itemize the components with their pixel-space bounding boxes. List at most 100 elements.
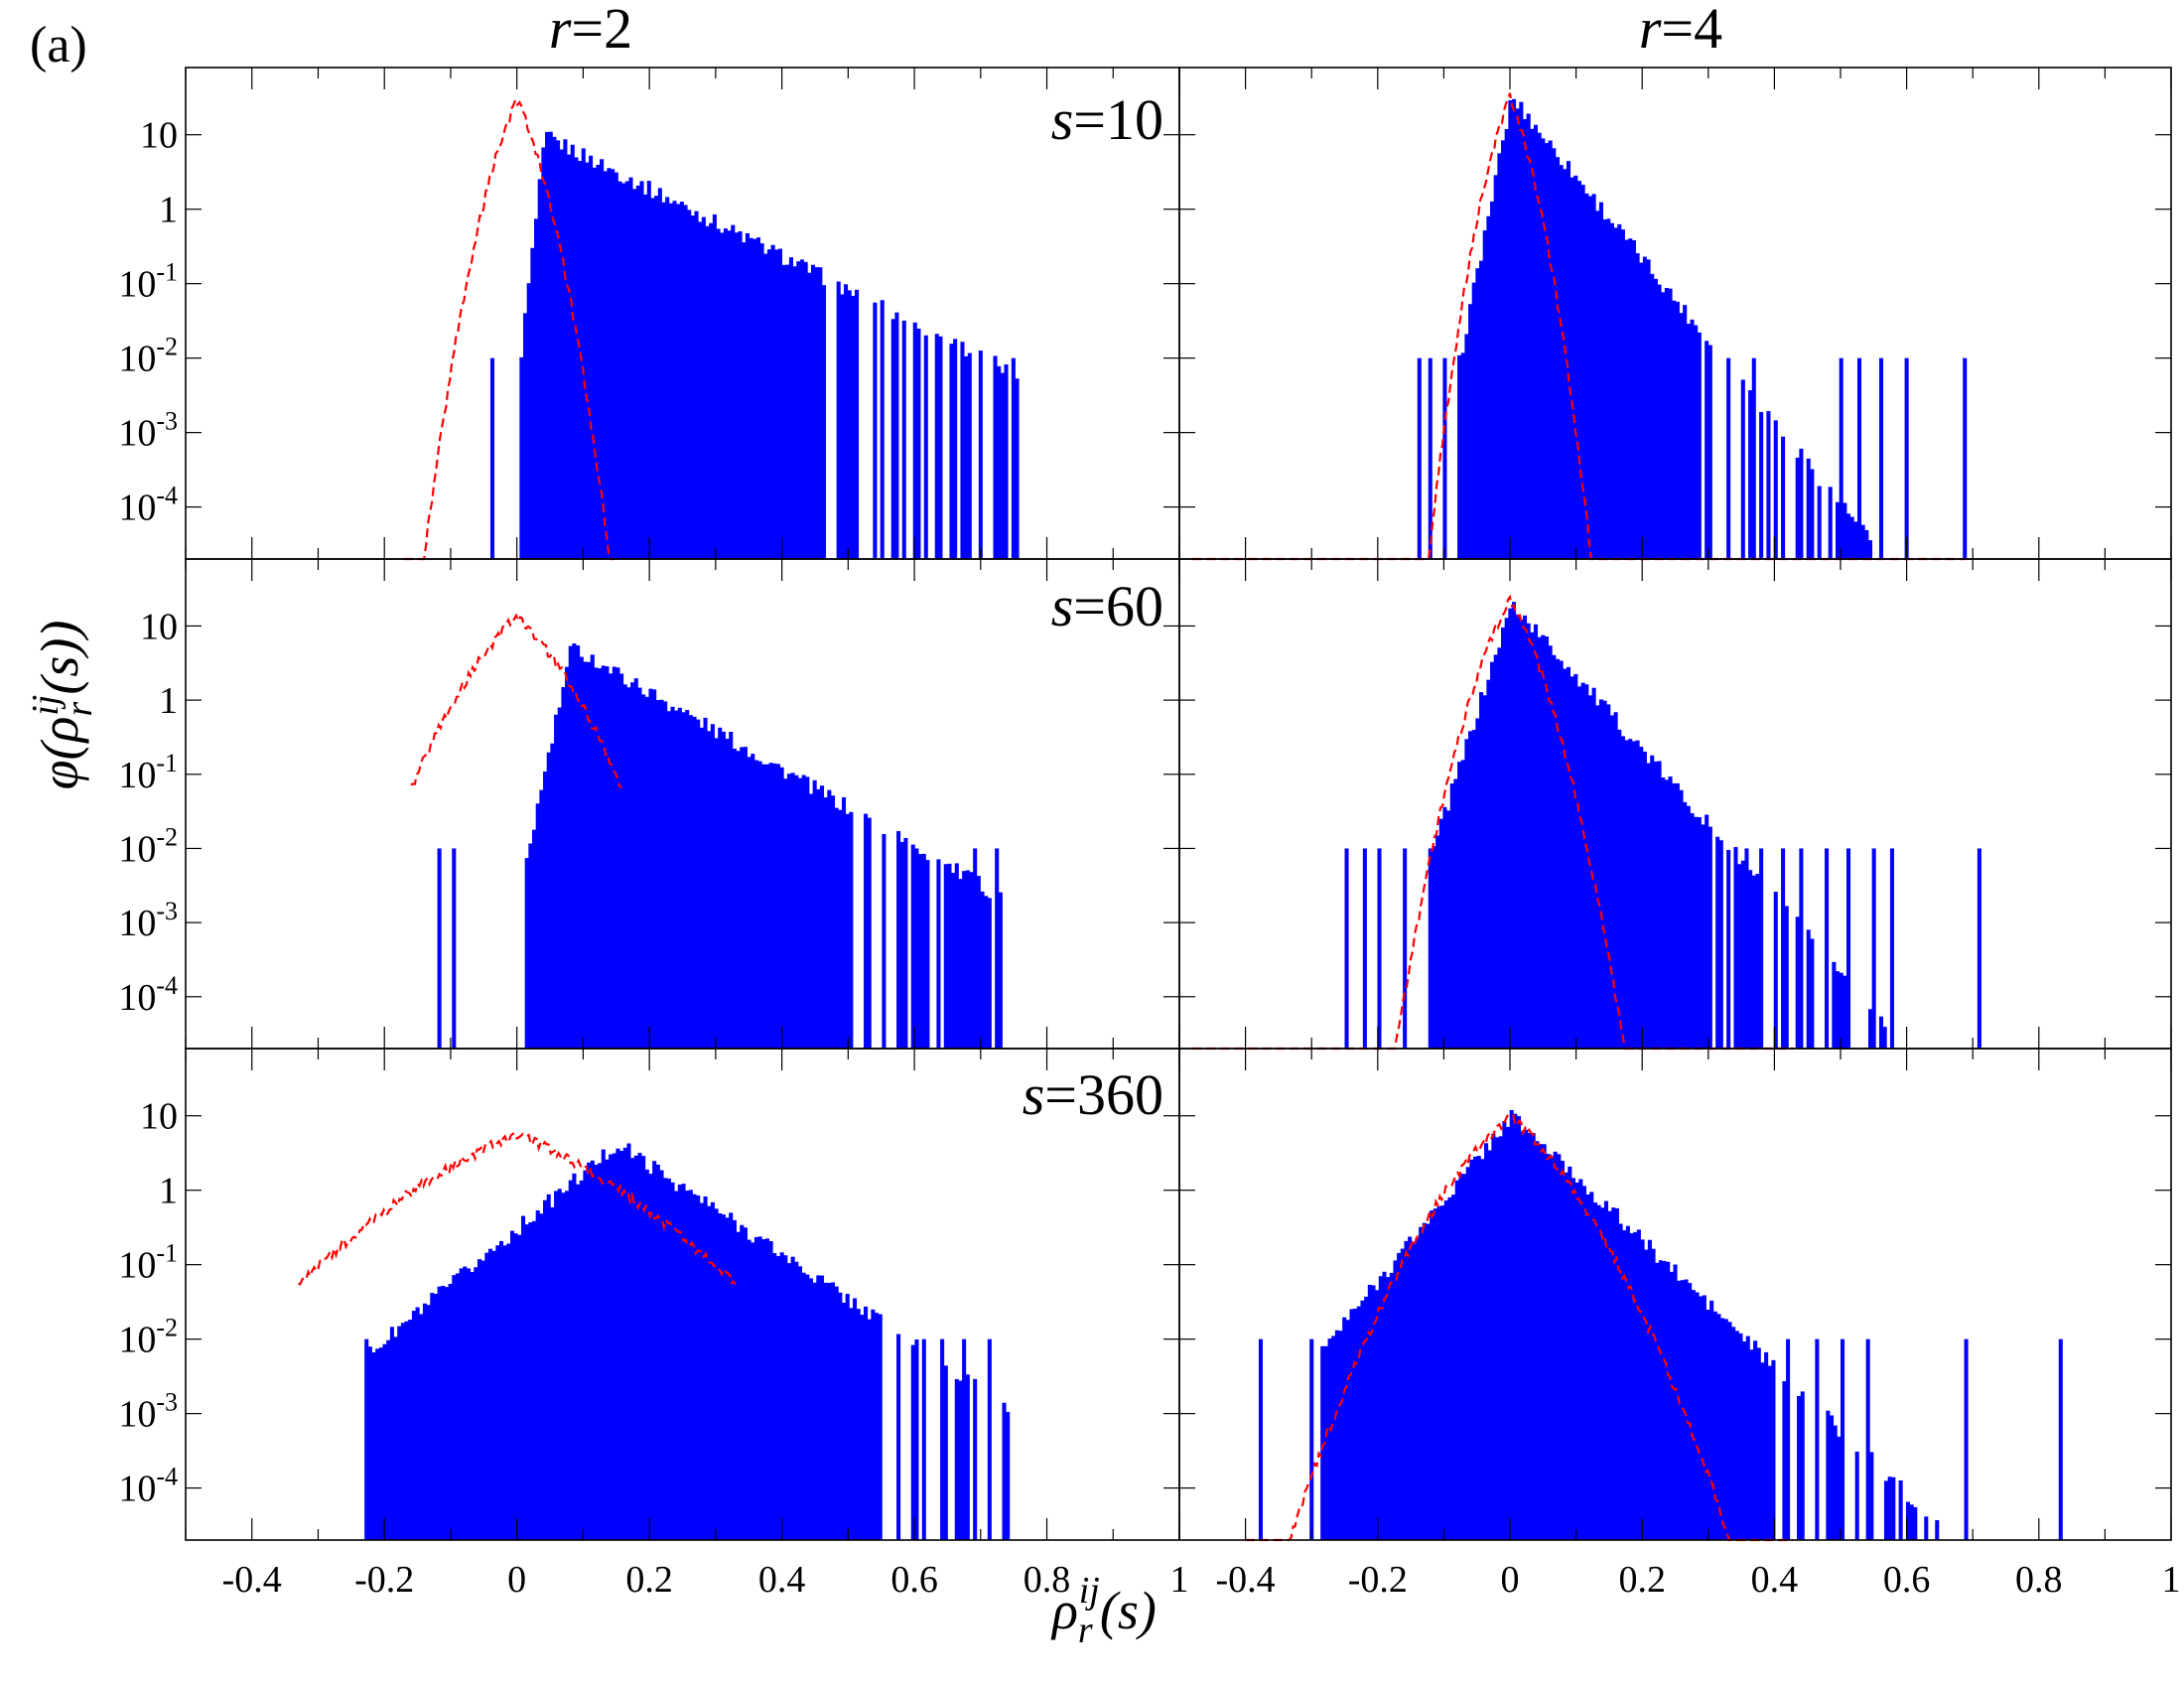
y-tick-label: 10-4 bbox=[118, 482, 178, 529]
histogram-bar bbox=[1662, 1260, 1667, 1540]
histogram-bar bbox=[1436, 1205, 1441, 1540]
histogram-bar bbox=[568, 1180, 573, 1540]
histogram-bar bbox=[491, 1250, 496, 1540]
histogram-bar bbox=[1617, 729, 1622, 1049]
histogram-bar bbox=[1672, 300, 1677, 559]
histogram-bar bbox=[1738, 1333, 1743, 1540]
histogram-bar bbox=[626, 687, 631, 1049]
histogram-bar bbox=[1559, 165, 1564, 559]
histogram-bar bbox=[783, 778, 788, 1049]
histogram-bar bbox=[819, 785, 825, 1049]
panel-1-1 bbox=[1178, 558, 2172, 1051]
panel-2-1: -0.4 -0.2 0 0.2 0.4 0.6 0.8 1 bbox=[1178, 1048, 2181, 1601]
histogram-bar bbox=[1705, 814, 1709, 1049]
histogram-bar bbox=[565, 1191, 570, 1540]
histogram-bar bbox=[367, 1346, 372, 1540]
histogram-bar bbox=[1564, 1172, 1569, 1540]
histogram-bar bbox=[1504, 618, 1509, 1049]
column-title-r2: r=2 bbox=[549, 0, 632, 61]
histogram-bar bbox=[698, 221, 703, 559]
histogram-bar bbox=[1537, 636, 1542, 1049]
histogram-bar bbox=[772, 1253, 777, 1540]
histogram-bar bbox=[816, 1275, 821, 1540]
histogram-bar bbox=[1633, 1231, 1638, 1540]
histogram-bar bbox=[720, 232, 725, 559]
histogram-bar bbox=[753, 760, 758, 1049]
histogram-bar bbox=[867, 817, 872, 1049]
histogram-bar bbox=[1443, 1199, 1448, 1540]
histogram-bar bbox=[1578, 1179, 1583, 1540]
histogram-bar bbox=[921, 853, 926, 1049]
histogram-bar bbox=[1509, 1110, 1514, 1540]
histogram-bar bbox=[583, 1170, 588, 1540]
histogram-bar bbox=[805, 1274, 810, 1540]
histogram-bar bbox=[1447, 1196, 1452, 1540]
histogram-bar bbox=[1723, 1319, 1728, 1540]
histogram-bar bbox=[1833, 1425, 1838, 1540]
histogram-bar bbox=[954, 1378, 959, 1540]
histogram-bar bbox=[1520, 1131, 1525, 1540]
histogram-bar bbox=[470, 1271, 475, 1540]
histogram-bar bbox=[1560, 1161, 1566, 1540]
histogram-bar bbox=[506, 1243, 511, 1540]
histogram-bar bbox=[910, 844, 915, 1049]
histogram-bar bbox=[1587, 695, 1592, 1049]
histogram-bar bbox=[703, 717, 708, 1049]
histogram-bar bbox=[1468, 304, 1473, 559]
y-tick-label: 10-2 bbox=[118, 1314, 178, 1361]
histogram-bar bbox=[1508, 608, 1513, 1049]
histogram-bar bbox=[1839, 357, 1843, 559]
histogram-bar bbox=[1449, 783, 1454, 1049]
reference-curve bbox=[298, 1131, 737, 1286]
histogram-bar bbox=[666, 711, 671, 1049]
histogram-bar bbox=[1731, 1327, 1736, 1540]
histogram-bar bbox=[1475, 718, 1480, 1049]
x-tick-label: 0.8 bbox=[2015, 1559, 2063, 1601]
histogram-bar bbox=[838, 809, 843, 1049]
histogram-bar bbox=[1460, 352, 1465, 559]
histogram-bar bbox=[1733, 847, 1738, 1049]
histogram-bar bbox=[1977, 848, 1981, 1049]
histogram-bar bbox=[1684, 1279, 1689, 1540]
histogram-bar bbox=[962, 1338, 967, 1540]
histogram-bar bbox=[1657, 284, 1662, 559]
histogram-bar bbox=[1501, 140, 1506, 559]
histogram-bar bbox=[1755, 874, 1760, 1049]
histogram-bar bbox=[1334, 1330, 1339, 1540]
histogram-bar bbox=[1471, 282, 1476, 559]
histogram-bar bbox=[535, 803, 540, 1049]
histogram-bar bbox=[1839, 972, 1843, 1049]
histogram-bar bbox=[785, 264, 790, 559]
histogram-bar bbox=[1548, 645, 1553, 1049]
histogram-bar bbox=[969, 872, 974, 1049]
histogram-bar bbox=[1673, 1264, 1678, 1540]
histogram-bar bbox=[1701, 824, 1706, 1049]
histogram-bar bbox=[1740, 860, 1745, 1049]
x-tick-label: 0.8 bbox=[1024, 1559, 1071, 1601]
histogram-bar bbox=[732, 748, 737, 1049]
histogram-bar bbox=[1438, 818, 1443, 1049]
histogram-bar bbox=[1760, 1362, 1765, 1540]
histogram-bar bbox=[1836, 971, 1841, 1049]
histogram-bar bbox=[830, 1282, 836, 1540]
histogram-bar bbox=[557, 1189, 562, 1540]
histogram-bar bbox=[596, 164, 601, 559]
histogram-bar bbox=[1382, 1271, 1387, 1540]
histogram-bar bbox=[652, 1161, 657, 1540]
histogram-bar bbox=[965, 1374, 970, 1540]
histogram-bar bbox=[980, 891, 985, 1049]
histogram-bar bbox=[1508, 100, 1513, 559]
histogram-bar bbox=[1759, 848, 1764, 1049]
histogram-bar bbox=[995, 848, 1000, 1049]
histogram-bar bbox=[1611, 1207, 1616, 1540]
histogram-bar bbox=[796, 261, 801, 559]
histogram-bar bbox=[628, 177, 633, 559]
histogram-bar bbox=[430, 1293, 435, 1540]
histogram-bar bbox=[1493, 175, 1498, 560]
histogram-bar bbox=[845, 813, 850, 1049]
histogram-bar bbox=[578, 161, 583, 559]
histogram-bar bbox=[1515, 108, 1520, 559]
histogram-bar bbox=[1843, 502, 1847, 559]
histogram-bar bbox=[672, 201, 677, 559]
histogram-bar bbox=[1845, 848, 1851, 1049]
